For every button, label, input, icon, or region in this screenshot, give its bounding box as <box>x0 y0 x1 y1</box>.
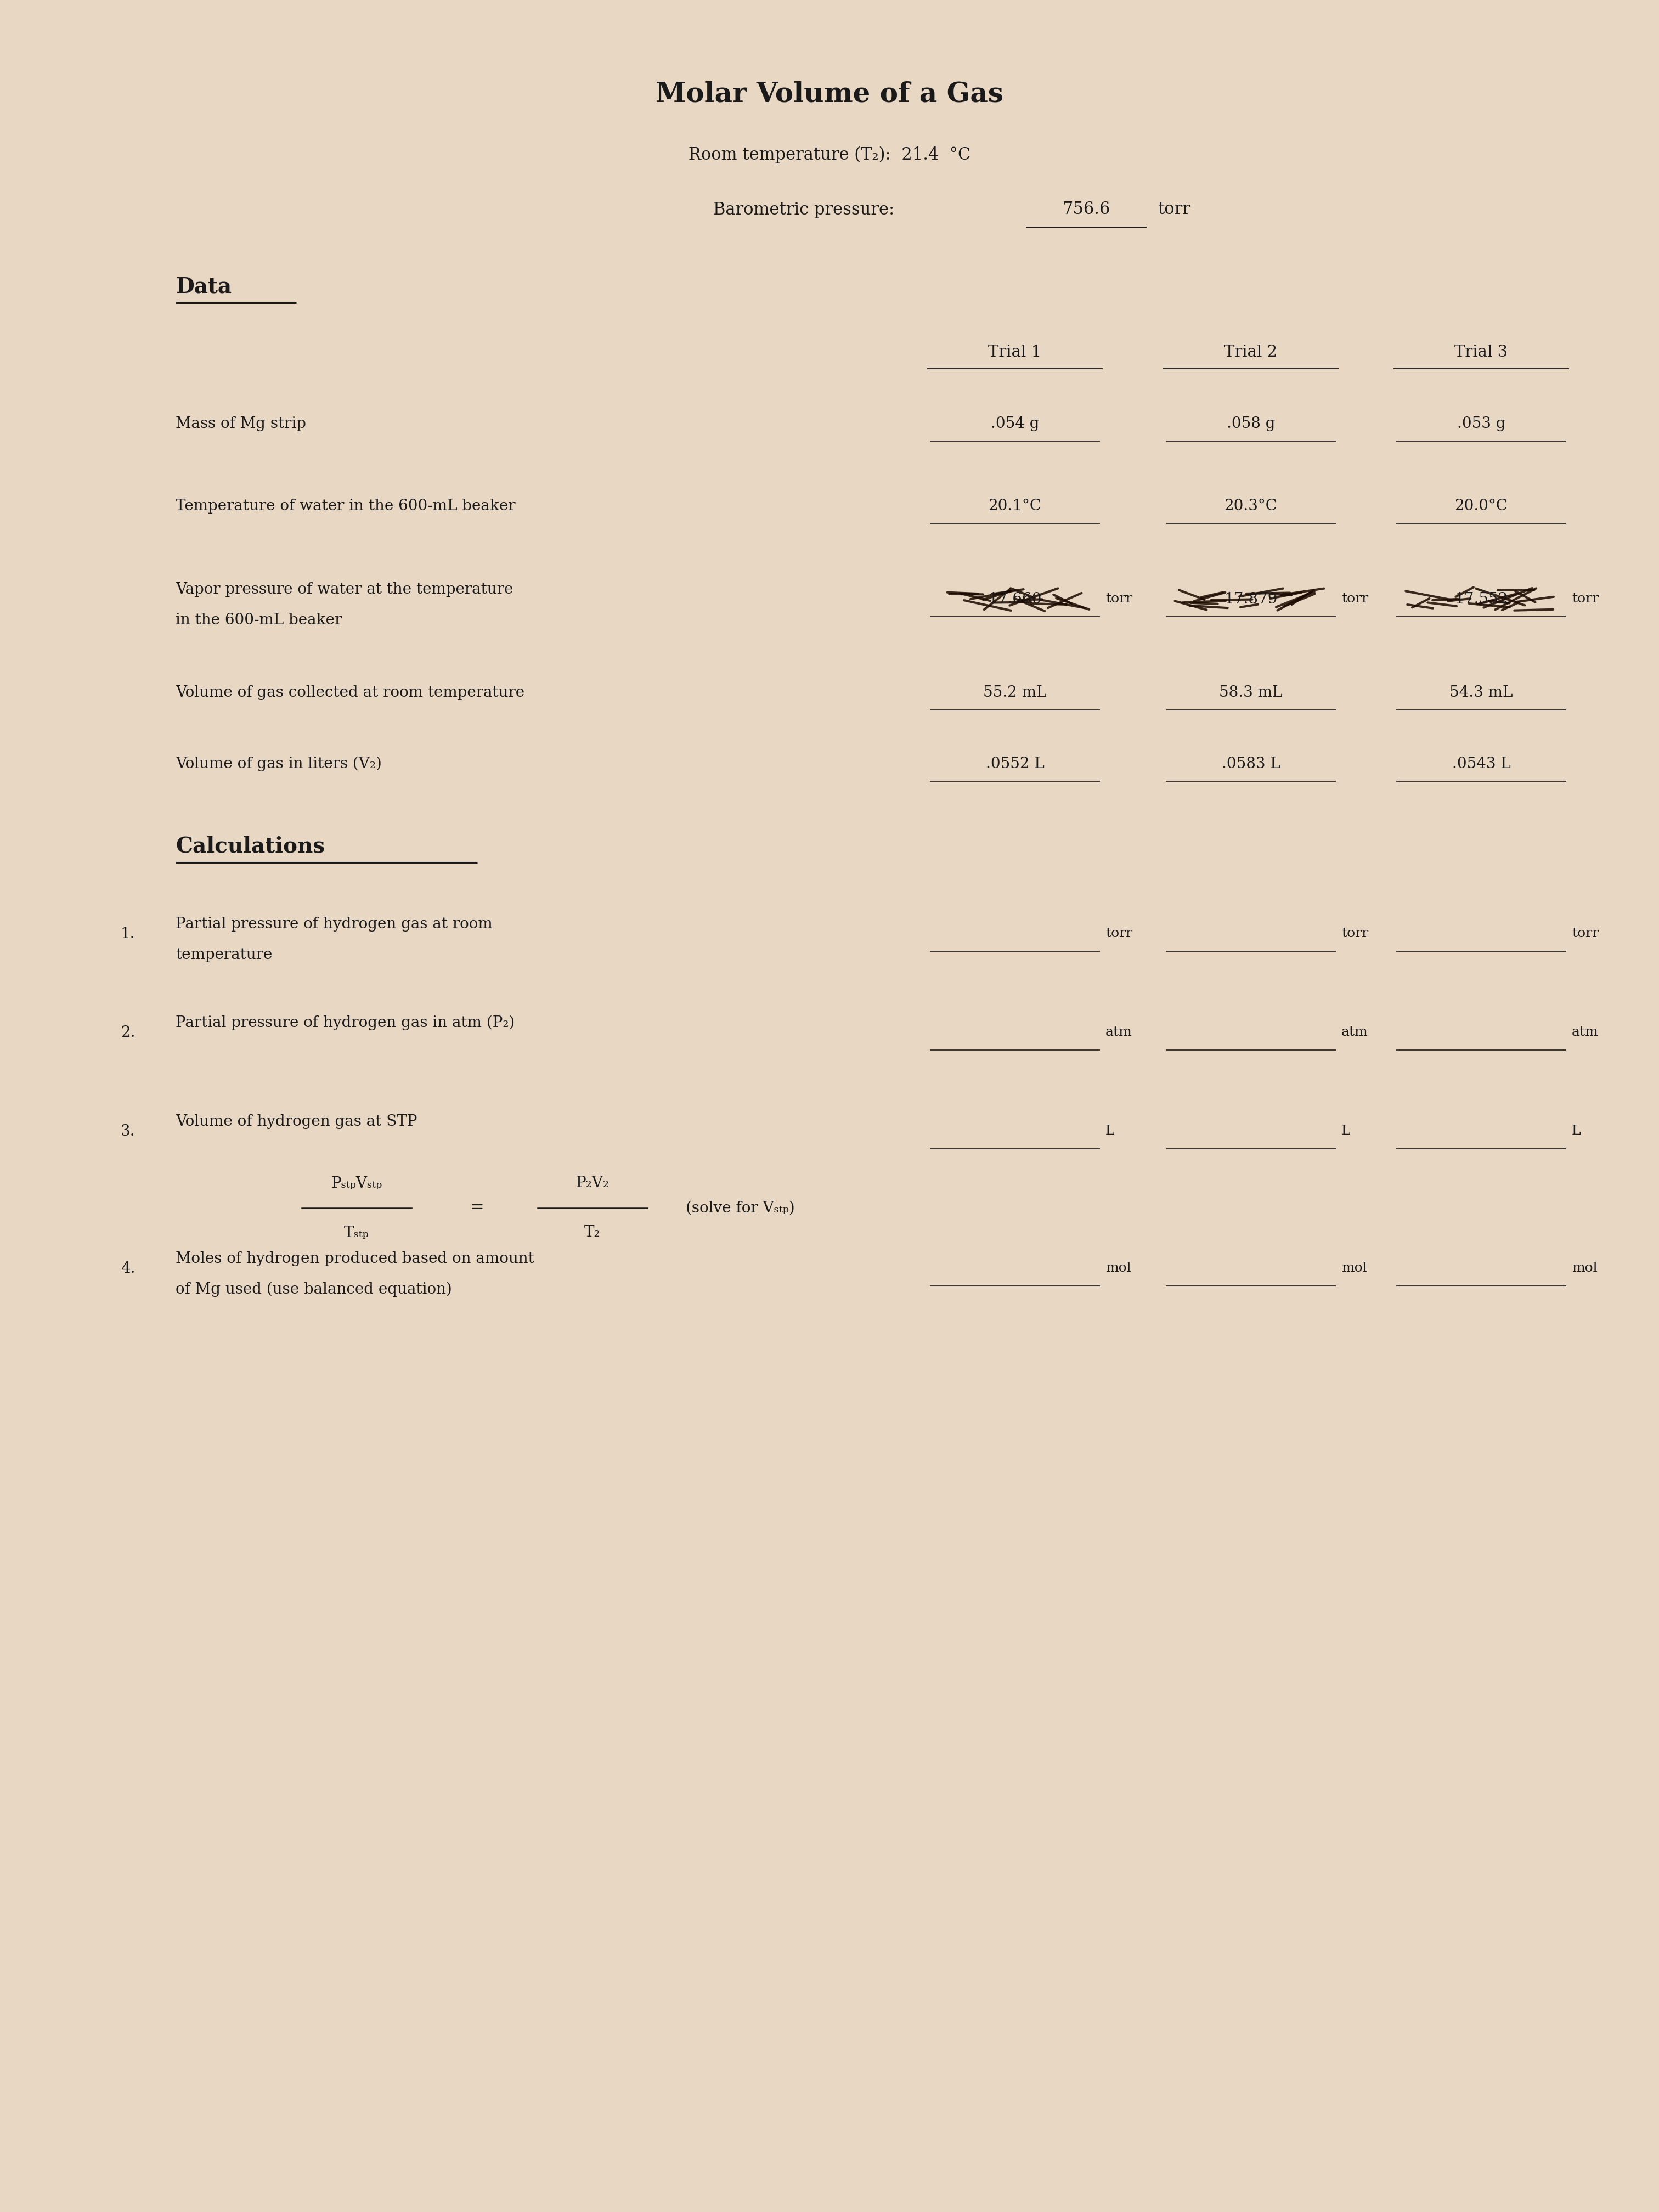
Text: 55.2 mL: 55.2 mL <box>984 686 1047 699</box>
Text: 17.660: 17.660 <box>989 591 1042 606</box>
Text: torr: torr <box>1158 201 1191 219</box>
Text: 3.: 3. <box>121 1124 136 1139</box>
Text: .054 g: .054 g <box>990 416 1039 431</box>
Text: 17.552: 17.552 <box>1455 591 1508 606</box>
Text: Volume of hydrogen gas at STP: Volume of hydrogen gas at STP <box>176 1115 416 1128</box>
Text: Temperature of water in the 600-mL beaker: Temperature of water in the 600-mL beake… <box>176 498 516 513</box>
Text: 4.: 4. <box>121 1261 136 1276</box>
Text: 756.6: 756.6 <box>1062 201 1110 219</box>
Text: torr: torr <box>1105 927 1133 940</box>
Text: temperature: temperature <box>176 947 272 962</box>
Text: 20.0°C: 20.0°C <box>1455 498 1508 513</box>
Text: Tₛₜₚ: Tₛₜₚ <box>343 1225 370 1241</box>
Text: Calculations: Calculations <box>176 836 325 856</box>
Text: in the 600-mL beaker: in the 600-mL beaker <box>176 613 342 628</box>
Text: .058 g: .058 g <box>1226 416 1276 431</box>
Text: Trial 2: Trial 2 <box>1224 345 1277 361</box>
Text: torr: torr <box>1571 927 1599 940</box>
Text: atm: atm <box>1571 1026 1599 1040</box>
Text: L: L <box>1105 1126 1115 1137</box>
Text: mol: mol <box>1105 1263 1131 1274</box>
Text: torr: torr <box>1342 927 1369 940</box>
Text: T₂: T₂ <box>584 1225 601 1241</box>
Text: torr: torr <box>1342 593 1369 606</box>
Text: L: L <box>1571 1126 1581 1137</box>
Text: 20.3°C: 20.3°C <box>1224 498 1277 513</box>
Text: Partial pressure of hydrogen gas at room: Partial pressure of hydrogen gas at room <box>176 916 493 931</box>
Text: Trial 1: Trial 1 <box>989 345 1042 361</box>
Text: (solve for Vₛₜₚ): (solve for Vₛₜₚ) <box>685 1201 795 1214</box>
Text: .0543 L: .0543 L <box>1452 757 1511 772</box>
Text: .0552 L: .0552 L <box>985 757 1044 772</box>
Text: Barometric pressure:: Barometric pressure: <box>713 201 894 219</box>
Text: 58.3 mL: 58.3 mL <box>1219 686 1282 699</box>
Text: mol: mol <box>1342 1263 1367 1274</box>
Text: 54.3 mL: 54.3 mL <box>1450 686 1513 699</box>
Text: Partial pressure of hydrogen gas in atm (P₂): Partial pressure of hydrogen gas in atm … <box>176 1015 514 1031</box>
Text: .0583 L: .0583 L <box>1221 757 1281 772</box>
Text: =: = <box>469 1199 484 1217</box>
Text: atm: atm <box>1342 1026 1369 1040</box>
Text: Vapor pressure of water at the temperature: Vapor pressure of water at the temperatu… <box>176 582 513 597</box>
Text: .053 g: .053 g <box>1457 416 1505 431</box>
Text: Data: Data <box>176 276 232 296</box>
Text: Trial 3: Trial 3 <box>1455 345 1508 361</box>
Text: L: L <box>1342 1126 1350 1137</box>
Text: atm: atm <box>1105 1026 1131 1040</box>
Text: Volume of gas in liters (V₂): Volume of gas in liters (V₂) <box>176 757 382 772</box>
Text: 2.: 2. <box>121 1024 136 1040</box>
Text: torr: torr <box>1571 593 1599 606</box>
Text: 17.879: 17.879 <box>1224 591 1277 606</box>
Text: P₂V₂: P₂V₂ <box>576 1177 609 1190</box>
Text: 1.: 1. <box>121 927 136 940</box>
Text: Room temperature (T₂):  21.4  °C: Room temperature (T₂): 21.4 °C <box>688 146 971 164</box>
Text: torr: torr <box>1105 593 1133 606</box>
Text: Molar Volume of a Gas: Molar Volume of a Gas <box>655 82 1004 108</box>
Text: Volume of gas collected at room temperature: Volume of gas collected at room temperat… <box>176 686 524 699</box>
Text: Moles of hydrogen produced based on amount: Moles of hydrogen produced based on amou… <box>176 1252 534 1265</box>
Text: 20.1°C: 20.1°C <box>989 498 1042 513</box>
Text: Mass of Mg strip: Mass of Mg strip <box>176 416 305 431</box>
Text: of Mg used (use balanced equation): of Mg used (use balanced equation) <box>176 1281 451 1296</box>
Text: mol: mol <box>1571 1263 1598 1274</box>
Text: PₛₜₚVₛₜₚ: PₛₜₚVₛₜₚ <box>332 1177 382 1190</box>
